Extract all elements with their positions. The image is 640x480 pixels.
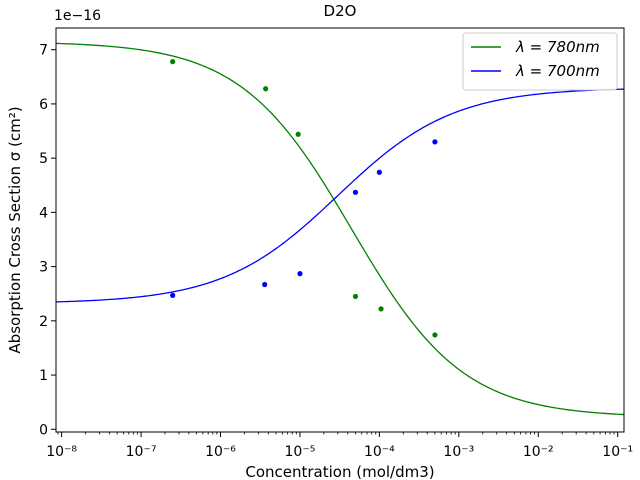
data-point-series-1 [170, 292, 176, 298]
data-point-series-1 [432, 139, 438, 145]
fit-curve-series-0 [55, 42, 625, 416]
data-point-series-1 [262, 281, 268, 288]
fit-curves [55, 42, 625, 416]
data-point-series-1 [297, 271, 303, 277]
x-tick-label: 10⁻¹ [602, 444, 633, 460]
y-axis-ticks: 0 1 2 3 4 5 6 7 [39, 43, 56, 438]
x-tick-label: 10⁻⁶ [205, 444, 236, 460]
x-tick-label: 10⁻⁷ [126, 444, 157, 460]
y-axis-label: Absorption Cross Section σ (cm²) [6, 106, 24, 353]
x-tick-label: 10⁻³ [443, 444, 474, 460]
x-axis-ticks: 10⁻⁸ 10⁻⁷ 10⁻⁶ 10⁻⁵ 10⁻⁴ 10⁻³ 10⁻² 10⁻¹ [46, 432, 633, 460]
data-point-series-0 [378, 306, 384, 312]
y-tick-label: 5 [39, 151, 48, 167]
data-point-series-0 [295, 131, 301, 137]
x-tick-label: 10⁻² [523, 444, 554, 460]
fit-curve-series-1 [55, 88, 625, 303]
y-tick-label: 2 [39, 314, 48, 330]
legend-label-700: λ = 700nm [515, 62, 600, 80]
data-point-series-0 [352, 293, 359, 300]
plot-frame [55, 27, 625, 433]
x-axis-label: Concentration (mol/dm3) [245, 463, 434, 480]
y-tick-label: 7 [39, 43, 48, 59]
data-point-series-1 [376, 169, 382, 175]
y-tick-label: 4 [39, 205, 48, 221]
x-tick-label: 10⁻⁵ [285, 444, 316, 460]
chart-title: D2O [324, 2, 357, 20]
data-point-series-0 [263, 86, 269, 92]
data-point-series-1 [352, 189, 359, 195]
data-point-series-0 [170, 59, 176, 65]
y-tick-label: 6 [39, 97, 48, 113]
x-tick-label: 10⁻⁸ [46, 444, 77, 460]
y-tick-label: 3 [39, 260, 48, 276]
legend-box [462, 32, 618, 91]
data-points [170, 59, 438, 338]
legend-label-780: λ = 780nm [515, 38, 600, 56]
y-tick-label: 1 [39, 368, 48, 384]
x-tick-label: 10⁻⁴ [364, 444, 395, 460]
y-tick-label: 0 [39, 422, 48, 438]
legend: λ = 780nm λ = 700nm [462, 32, 618, 91]
data-point-series-0 [432, 332, 438, 338]
y-offset-label: 1e−16 [54, 8, 101, 24]
